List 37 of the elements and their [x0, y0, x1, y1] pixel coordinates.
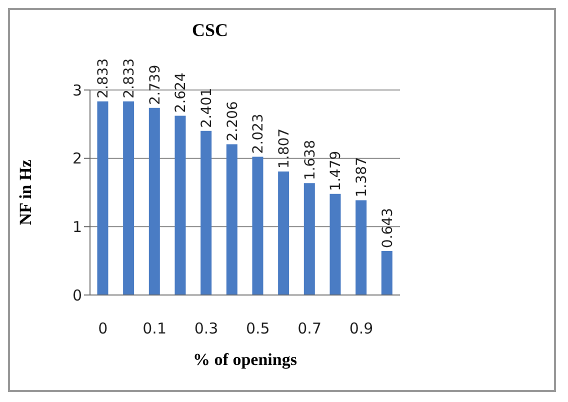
bar — [252, 156, 264, 295]
data-label: 2.206 — [224, 101, 241, 142]
data-label: 1.638 — [302, 140, 318, 180]
bar — [381, 251, 392, 295]
y-tick-label: 0 — [72, 286, 82, 304]
x-tick-label: 0.9 — [349, 320, 374, 338]
bar — [200, 130, 212, 295]
data-label: 2.401 — [199, 88, 216, 128]
bar — [278, 172, 290, 295]
bar — [330, 194, 341, 295]
y-tick-label: 3 — [72, 81, 82, 100]
data-label: 2.833 — [96, 58, 112, 98]
bar — [304, 183, 315, 295]
bar — [226, 144, 238, 295]
data-label: 2.739 — [147, 64, 164, 105]
y-tick-label: 1 — [72, 218, 82, 236]
data-label: 2.023 — [250, 114, 267, 154]
x-axis-title: % of openings — [193, 350, 298, 369]
data-label: 1.807 — [276, 128, 293, 169]
data-label: 2.833 — [122, 58, 138, 98]
bar — [123, 101, 134, 295]
x-tick-label: 0.7 — [298, 320, 322, 338]
bar — [356, 200, 367, 295]
y-axis-title: NF in Hz — [16, 159, 36, 226]
x-tick-label: 0.1 — [142, 320, 167, 338]
y-tick-label: 2 — [72, 150, 82, 168]
data-label: 2.624 — [173, 72, 190, 113]
x-tick-label: 0 — [98, 320, 108, 338]
x-tick-label: 0.5 — [246, 320, 270, 338]
data-label: 1.479 — [328, 150, 344, 191]
chart-title: CSC — [190, 20, 229, 41]
x-tick-label: 0.3 — [194, 320, 218, 338]
bar — [97, 101, 108, 295]
data-label: 1.387 — [354, 157, 370, 198]
bar — [148, 108, 160, 295]
data-label: 0.643 — [380, 208, 396, 248]
bar — [174, 116, 186, 295]
